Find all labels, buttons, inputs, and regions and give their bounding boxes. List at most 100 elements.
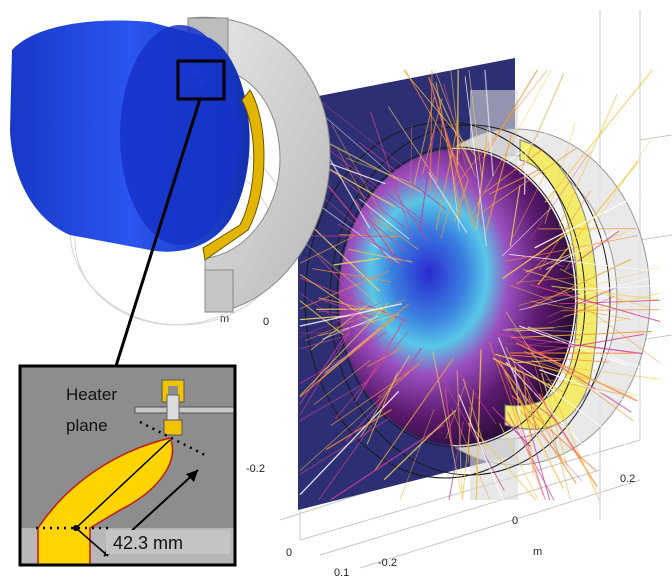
- ray-line: [545, 226, 623, 271]
- ray-line: [333, 257, 380, 266]
- ray-line: [360, 355, 411, 438]
- ray-line: [359, 198, 410, 240]
- ray-line: [383, 409, 457, 481]
- ray-line: [449, 69, 548, 194]
- ray-line: [502, 229, 573, 279]
- ray-line: [544, 122, 576, 224]
- ray-line: [519, 325, 628, 366]
- ray-line: [563, 292, 661, 318]
- ray-line: [358, 141, 447, 210]
- ray-line: [456, 69, 459, 167]
- ray-line: [526, 386, 537, 431]
- ray-line: [482, 69, 538, 159]
- ray-line: [299, 303, 402, 327]
- ray-line: [502, 329, 586, 332]
- ray-line: [546, 379, 634, 397]
- gold-ring-right: [504, 139, 598, 430]
- ray-line: [548, 296, 615, 324]
- ray-line: [467, 422, 537, 501]
- ray-traces: [299, 69, 661, 501]
- ray-line: [510, 284, 557, 303]
- ray-line: [514, 319, 626, 332]
- ray-line: [564, 139, 652, 272]
- ray-line: [519, 72, 565, 175]
- ray-line: [461, 390, 475, 501]
- ray-line: [347, 248, 413, 263]
- ray-line: [497, 337, 528, 407]
- ray-line: [510, 386, 577, 484]
- ray-line: [434, 117, 444, 201]
- ray-line: [345, 396, 386, 442]
- axis-tick-minus-left: -0.2: [246, 463, 265, 475]
- ray-line: [538, 190, 591, 271]
- ray-line: [469, 146, 578, 221]
- ray-line: [456, 370, 463, 501]
- ray-line: [373, 216, 419, 250]
- ray-line: [511, 395, 597, 472]
- ray-line: [525, 255, 565, 267]
- ray-line: [572, 285, 661, 291]
- ray-line: [299, 238, 390, 314]
- ray-line: [299, 334, 351, 350]
- ray-line: [312, 268, 392, 282]
- ray-line: [448, 421, 464, 501]
- ray-line: [429, 82, 467, 194]
- ray-line: [509, 185, 521, 247]
- ray-line: [517, 267, 661, 306]
- ray-line: [528, 258, 632, 309]
- ray-line: [318, 409, 384, 501]
- ray-line: [299, 372, 410, 471]
- ray-line: [299, 380, 370, 422]
- ray-line: [495, 333, 643, 355]
- ray-line: [397, 347, 422, 383]
- ray-line: [575, 300, 649, 318]
- ray-line: [519, 339, 579, 347]
- ray-line: [558, 94, 618, 227]
- ray-line: [507, 356, 642, 458]
- ray-line: [523, 151, 527, 195]
- left-assembly: [10, 16, 331, 326]
- ray-line: [429, 69, 433, 192]
- ray-line: [527, 396, 547, 433]
- ray-line: [386, 179, 429, 242]
- ray-line: [459, 371, 497, 425]
- ray-line: [499, 423, 539, 501]
- inset-dimension-label: 42.3 mm: [113, 533, 183, 553]
- ray-line: [524, 351, 574, 372]
- ray-line: [299, 270, 389, 310]
- ray-line: [464, 76, 487, 247]
- ray-line: [337, 223, 406, 262]
- ray-line: [318, 313, 400, 337]
- ray-line: [560, 308, 661, 312]
- ray-line: [476, 128, 488, 230]
- ray-line: [467, 406, 471, 464]
- ray-line: [506, 327, 554, 330]
- ray-line: [548, 382, 600, 501]
- ray-line: [511, 354, 609, 363]
- ray-line: [475, 349, 482, 501]
- ray-line: [438, 372, 505, 491]
- ray-line: [448, 150, 464, 206]
- ray-line: [387, 106, 438, 183]
- ray-line: [518, 365, 581, 459]
- ray-line: [434, 69, 476, 177]
- ray-line: [299, 235, 355, 264]
- ray-line: [367, 347, 404, 368]
- axis-tick-bottom: 0.1: [334, 567, 349, 577]
- ray-line: [522, 372, 534, 476]
- ray-line: [529, 150, 591, 240]
- ray-line: [527, 326, 661, 376]
- ray-line: [566, 230, 620, 270]
- axis-tick-plus-right: 0.2: [620, 473, 635, 485]
- ray-line: [512, 355, 539, 402]
- ray-line: [316, 254, 345, 286]
- ray-line: [428, 171, 468, 233]
- ray-line: [483, 148, 544, 194]
- ray-line: [559, 299, 661, 305]
- ray-line: [318, 310, 372, 317]
- ray-line: [484, 69, 494, 177]
- ray-line: [299, 331, 388, 385]
- ray-line: [432, 351, 462, 493]
- ray-line: [511, 330, 653, 339]
